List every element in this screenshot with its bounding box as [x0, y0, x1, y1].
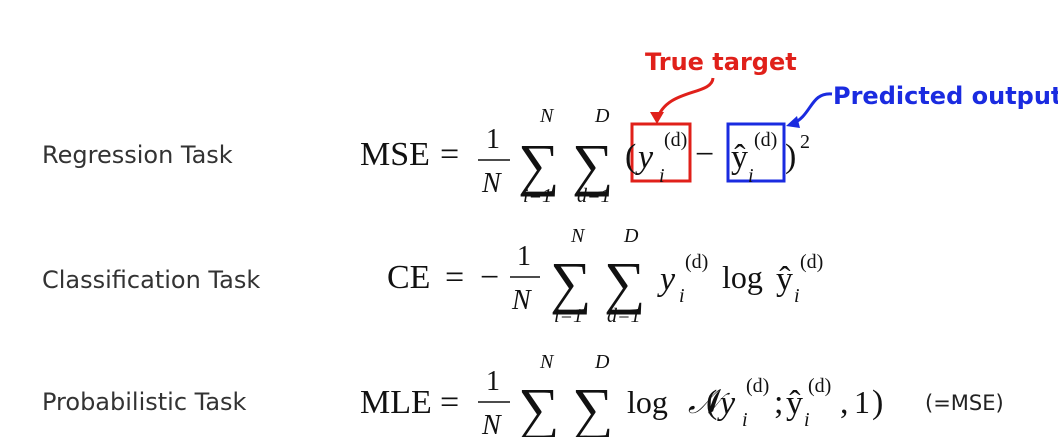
predicted-output-box: [726, 122, 786, 183]
math-token: y: [717, 385, 736, 422]
math-token: =: [440, 136, 459, 173]
math-token: y: [635, 139, 654, 176]
math-token: i: [794, 285, 800, 307]
math-token: 1: [517, 241, 531, 272]
math-token: N: [539, 351, 555, 373]
predicted-output-label: Predicted output: [833, 82, 1058, 110]
math-token: (: [625, 138, 636, 175]
math-token: log: [722, 259, 763, 295]
math-token: CE: [387, 259, 430, 296]
task-label: Classification Task: [42, 266, 260, 294]
math-token: (d): [664, 129, 687, 151]
math-token: ŷ: [731, 139, 748, 176]
math-token: =: [440, 384, 459, 421]
math-token: −: [480, 259, 499, 296]
math-token: 1: [486, 124, 500, 155]
math-token: ∑: [518, 132, 559, 197]
math-token: ): [785, 138, 796, 175]
task-label: Probabilistic Task: [42, 388, 247, 416]
math-token: ∑: [572, 376, 613, 437]
math-token: ∑: [518, 376, 559, 437]
math-token: (d): [800, 251, 823, 273]
note: (=MSE): [925, 391, 1004, 415]
math-token: 1: [486, 366, 500, 397]
arrowhead: [786, 116, 800, 128]
math-token: D: [623, 225, 639, 247]
math-token: N: [481, 168, 502, 199]
math-token: (d): [808, 375, 831, 397]
math-token: ŷ: [786, 385, 803, 422]
math-token: i: [742, 409, 748, 431]
math-token: ∑: [572, 132, 613, 197]
math-token: i: [679, 285, 685, 307]
math-token: D: [594, 105, 610, 127]
math-token: D: [594, 351, 610, 373]
math-token: (d): [754, 129, 777, 151]
math-token: d=1: [607, 305, 641, 327]
math-token: MSE: [360, 136, 430, 173]
math-token: ∑: [550, 250, 591, 315]
math-token: 2: [800, 131, 810, 153]
math-token: ;: [774, 384, 783, 421]
task-label: Regression Task: [42, 141, 233, 169]
math-token: ,: [840, 384, 849, 421]
arrowhead: [650, 112, 664, 124]
math-token: ): [872, 384, 883, 421]
math-token: i=1: [554, 305, 583, 327]
math-token: 1: [854, 384, 870, 420]
true-target-box: [630, 122, 692, 183]
arrow: [791, 92, 833, 126]
math-token: N: [511, 285, 532, 316]
math-token: N: [570, 225, 586, 247]
math-token: −: [695, 136, 714, 173]
math-token: ŷ: [776, 261, 793, 298]
math-token: N: [539, 105, 555, 127]
math-token: i=1: [523, 433, 552, 437]
math-token: N: [481, 410, 502, 437]
math-token: (d): [685, 251, 708, 273]
arrow: [655, 77, 715, 121]
math-token: d=1: [577, 433, 611, 437]
math-token: (: [706, 384, 717, 421]
math-token: y: [657, 261, 676, 298]
math-token: =: [445, 259, 464, 296]
math-token: i: [748, 165, 754, 187]
true-target-label: True target: [645, 48, 797, 76]
math-token: MLE: [360, 384, 432, 421]
math-token: i=1: [523, 185, 552, 207]
math-token: d=1: [577, 185, 611, 207]
math-token: i: [804, 409, 810, 431]
math-token: ∑: [604, 250, 645, 315]
math-token: log: [627, 384, 668, 420]
math-token: (d): [746, 375, 769, 397]
math-token: i: [659, 165, 665, 187]
